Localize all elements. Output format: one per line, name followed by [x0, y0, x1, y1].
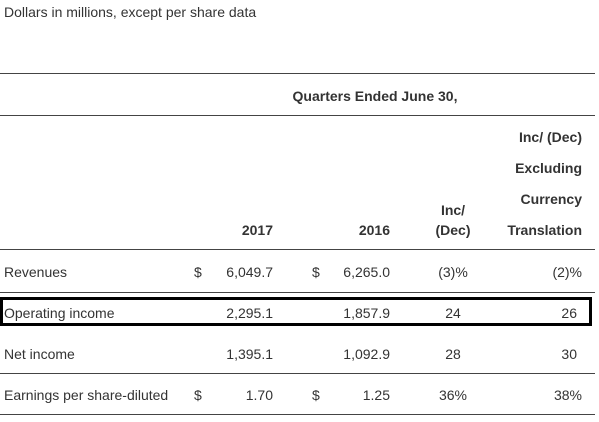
value-2016: 1,092.9	[343, 346, 390, 362]
inc-dec-header-line1: Inc/	[440, 202, 466, 218]
excl-currency-value: (2)%	[552, 264, 582, 280]
excl-header-line2: Excluding	[515, 160, 582, 176]
value-2016: 1,857.9	[343, 305, 390, 321]
value-2016: 1.25	[362, 387, 390, 403]
row-label-eps-diluted: Earnings per share-diluted	[4, 387, 169, 403]
col-header-2016: 2016	[358, 222, 390, 238]
col-header-2017: 2017	[241, 222, 273, 238]
value-2017: 1.70	[245, 387, 273, 403]
inc-dec-header-line2: (Dec)	[435, 222, 471, 238]
currency-symbol: $	[312, 387, 320, 403]
currency-symbol: $	[312, 264, 320, 280]
excl-header-line1: Inc/ (Dec)	[518, 129, 582, 145]
excl-currency-value: 30	[561, 346, 577, 362]
table-top-rule	[0, 73, 595, 74]
excl-header-line3: Currency	[520, 191, 582, 207]
value-2017: 1,395.1	[226, 346, 273, 362]
excl-header-line4: Translation	[507, 222, 582, 238]
period-header: Quarters Ended June 30,	[292, 88, 458, 104]
inc-dec-value: 28	[445, 346, 461, 362]
header-rule	[0, 115, 595, 116]
inc-dec-value: 24	[445, 305, 461, 321]
table-caption: Dollars in millions, except per share da…	[4, 4, 257, 20]
value-2016: 6,265.0	[343, 264, 390, 280]
row-divider	[0, 373, 595, 374]
currency-symbol: $	[194, 264, 202, 280]
excl-currency-value: 26	[561, 305, 577, 321]
excl-currency-value: 38%	[553, 387, 582, 403]
row-divider	[0, 292, 595, 293]
column-header-rule	[0, 249, 595, 250]
inc-dec-value: (3)%	[438, 264, 468, 280]
inc-dec-value: 36%	[438, 387, 468, 403]
value-2017: 2,295.1	[226, 305, 273, 321]
currency-symbol: $	[194, 387, 202, 403]
value-2017: 6,049.7	[226, 264, 273, 280]
highlight-box	[0, 297, 592, 326]
row-label-net-income: Net income	[4, 346, 75, 362]
row-label-operating-income: Operating income	[4, 305, 115, 321]
row-label-revenues: Revenues	[4, 264, 68, 280]
table-bottom-rule	[0, 414, 595, 415]
